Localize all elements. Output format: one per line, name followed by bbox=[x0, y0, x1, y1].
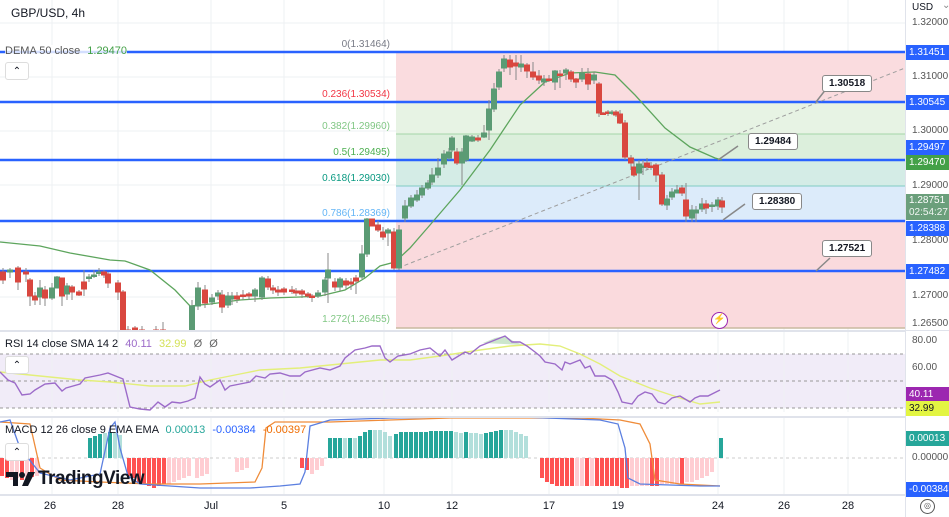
tradingview-logo[interactable]: TradingView bbox=[6, 468, 145, 490]
rsi-extra: Ø bbox=[193, 338, 203, 350]
rsi-label: RSI 14 close SMA 14 2 bbox=[5, 338, 119, 350]
time-tick: 28 bbox=[841, 500, 855, 512]
price-tag-current: 1.28751 02:54:27 bbox=[906, 194, 949, 220]
callout-label[interactable]: 1.28380 bbox=[752, 193, 803, 210]
tv-logo-icon bbox=[6, 472, 35, 486]
collapse-legend-button[interactable]: ⌃ bbox=[5, 62, 29, 80]
price-tick: 1.27000 bbox=[912, 290, 949, 301]
bar-countdown: 02:54:27 bbox=[909, 207, 948, 218]
macd-line-value: -0.00384 bbox=[212, 424, 256, 436]
rsi-pane[interactable] bbox=[0, 332, 905, 412]
time-axis-border bbox=[0, 494, 905, 496]
lightning-icon[interactable]: ⚡ bbox=[711, 312, 728, 329]
fib-level-0618: 0.618(1.29030) bbox=[322, 173, 390, 184]
fib-level-1272: 1.272(1.26455) bbox=[322, 314, 390, 325]
axis-divider bbox=[905, 330, 949, 331]
callout-label[interactable]: 1.27521 bbox=[822, 240, 873, 257]
chevron-down-icon[interactable]: ⌄ bbox=[942, 0, 949, 11]
dema-legend[interactable]: DEMA 50 close 1.29470 bbox=[5, 45, 128, 57]
collapse-macd-button[interactable]: ⌃ bbox=[5, 443, 29, 461]
rsi-tick: 60.00 bbox=[912, 362, 938, 373]
price-tick: 1.28000 bbox=[912, 235, 949, 246]
pane-divider[interactable] bbox=[0, 416, 905, 418]
symbol-title: GBP/USD, 4h bbox=[11, 6, 86, 20]
time-tick: 24 bbox=[711, 500, 725, 512]
fib-level-0236: 0.236(1.30534) bbox=[322, 89, 390, 100]
rsi-legend[interactable]: RSI 14 close SMA 14 2 40.11 32.99 Ø Ø bbox=[5, 338, 218, 350]
time-tick: 12 bbox=[445, 500, 459, 512]
macd-line-tag: -0.00384 bbox=[906, 482, 949, 497]
time-tick: 17 bbox=[542, 500, 556, 512]
tv-logo-text: TradingView bbox=[38, 468, 145, 489]
time-tick: 10 bbox=[377, 500, 391, 512]
price-axis[interactable] bbox=[905, 0, 949, 517]
macd-pane[interactable] bbox=[0, 418, 905, 494]
price-tag-dema: 1.29470 bbox=[906, 155, 949, 170]
fib-level-0786: 0.786(1.28369) bbox=[322, 208, 390, 219]
macd-signal-value: -0.00397 bbox=[262, 424, 307, 436]
currency-label[interactable]: USD bbox=[912, 2, 934, 13]
rsi-sma-value: 32.99 bbox=[158, 338, 187, 350]
time-tick: 26 bbox=[43, 500, 57, 512]
time-tick: 5 bbox=[280, 500, 288, 512]
rsi-tick: 80.00 bbox=[912, 335, 938, 346]
time-tick: 19 bbox=[611, 500, 625, 512]
price-tick: 1.29000 bbox=[912, 180, 949, 191]
price-tick: 1.31000 bbox=[912, 71, 949, 82]
macd-label: MACD 12 26 close 9 EMA EMA bbox=[5, 424, 159, 436]
price-tick: 1.26500 bbox=[912, 318, 949, 329]
rsi-sma-tag: 32.99 bbox=[906, 401, 949, 416]
dema-value: 1.29470 bbox=[87, 45, 128, 57]
macd-hist-value: 0.00013 bbox=[165, 424, 206, 436]
rsi-tag: 40.11 bbox=[906, 387, 949, 402]
price-tick: 1.32000 bbox=[912, 17, 949, 28]
collapse-rsi-button[interactable]: ⌃ bbox=[5, 356, 29, 374]
price-tag-fib0: 1.31451 bbox=[906, 45, 949, 60]
price-tag-fib5: 1.29497 bbox=[906, 140, 949, 155]
price-tag-fib236: 1.30545 bbox=[906, 95, 949, 110]
macd-legend[interactable]: MACD 12 26 close 9 EMA EMA 0.00013 -0.00… bbox=[5, 424, 306, 436]
price-tick: 1.30000 bbox=[912, 125, 949, 136]
rsi-value: 40.11 bbox=[125, 338, 152, 350]
callout-label[interactable]: 1.30518 bbox=[822, 75, 873, 92]
time-tick: Jul bbox=[203, 500, 219, 512]
settings-gear-icon[interactable]: ◎ bbox=[920, 499, 935, 514]
price-tag-support: 1.27482 bbox=[906, 264, 949, 279]
macd-tick: 0.00000 bbox=[912, 452, 949, 463]
time-tick: 26 bbox=[777, 500, 791, 512]
fib-level-0382: 0.382(1.29960) bbox=[322, 121, 390, 132]
rsi-extra: Ø bbox=[209, 338, 218, 350]
pane-divider[interactable] bbox=[0, 330, 905, 332]
dema-label: DEMA 50 close bbox=[5, 45, 81, 57]
current-price: 1.28751 bbox=[909, 195, 946, 206]
fib-level-05: 0.5(1.29495) bbox=[333, 147, 390, 158]
price-pane[interactable] bbox=[0, 0, 905, 330]
fib-level-0: 0(1.31464) bbox=[341, 39, 390, 50]
time-tick: 28 bbox=[111, 500, 125, 512]
price-tag-fib786: 1.28388 bbox=[906, 221, 949, 236]
macd-hist-tag: 0.00013 bbox=[906, 431, 949, 446]
callout-label[interactable]: 1.29484 bbox=[748, 133, 799, 150]
